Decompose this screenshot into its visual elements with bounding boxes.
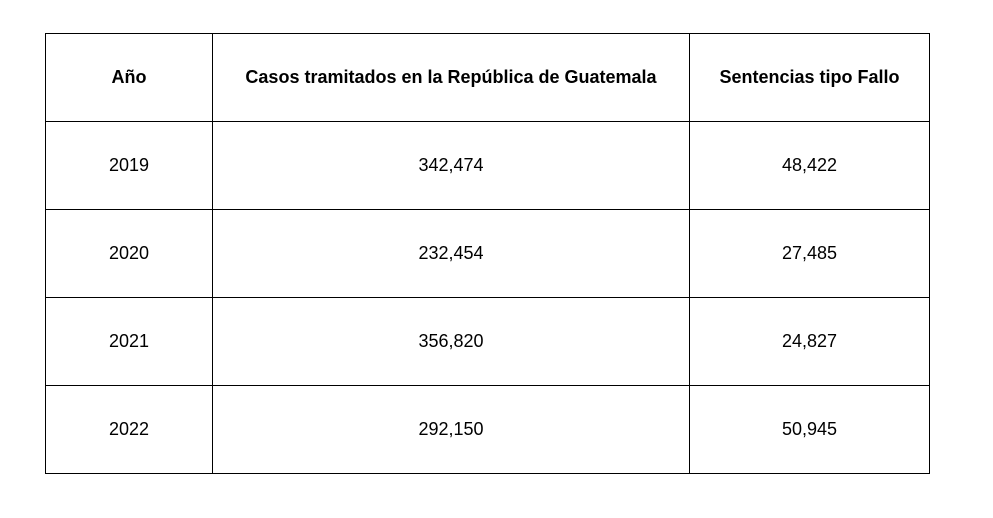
data-table: Año Casos tramitados en la República de G…: [45, 33, 930, 474]
table-cell: 2022: [45, 385, 213, 474]
table-body: 2019 342,474 48,422 2020 232,454 27,485 2021 35…: [45, 121, 930, 474]
table-row: 2019 342,474 48,422: [45, 121, 930, 210]
table-cell: 342,474: [212, 121, 690, 210]
table-cell: 292,150: [212, 385, 690, 474]
table-header: Año Casos tramitados en la República de G…: [45, 33, 930, 122]
table-cell: 2020: [45, 209, 213, 298]
table-row: 2022 292,150 50,945: [45, 385, 930, 474]
table-cell: 50,945: [689, 385, 930, 474]
table-row: 2020 232,454 27,485: [45, 209, 930, 298]
table-cell: 2019: [45, 121, 213, 210]
header-cell: Sentencias tipo Fallo: [689, 33, 930, 122]
table-row: 2021 356,820 24,827: [45, 297, 930, 386]
table-cell: 27,485: [689, 209, 930, 298]
table-cell: 48,422: [689, 121, 930, 210]
header-cell: Casos tramitados en la República de Guat…: [212, 33, 690, 122]
table-cell: 232,454: [212, 209, 690, 298]
header-cell: Año: [45, 33, 213, 122]
table-cell: 356,820: [212, 297, 690, 386]
table-cell: 24,827: [689, 297, 930, 386]
header-row: Año Casos tramitados en la República de G…: [45, 33, 930, 122]
table-cell: 2021: [45, 297, 213, 386]
